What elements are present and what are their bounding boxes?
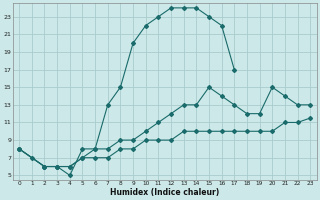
X-axis label: Humidex (Indice chaleur): Humidex (Indice chaleur) [110, 188, 219, 197]
